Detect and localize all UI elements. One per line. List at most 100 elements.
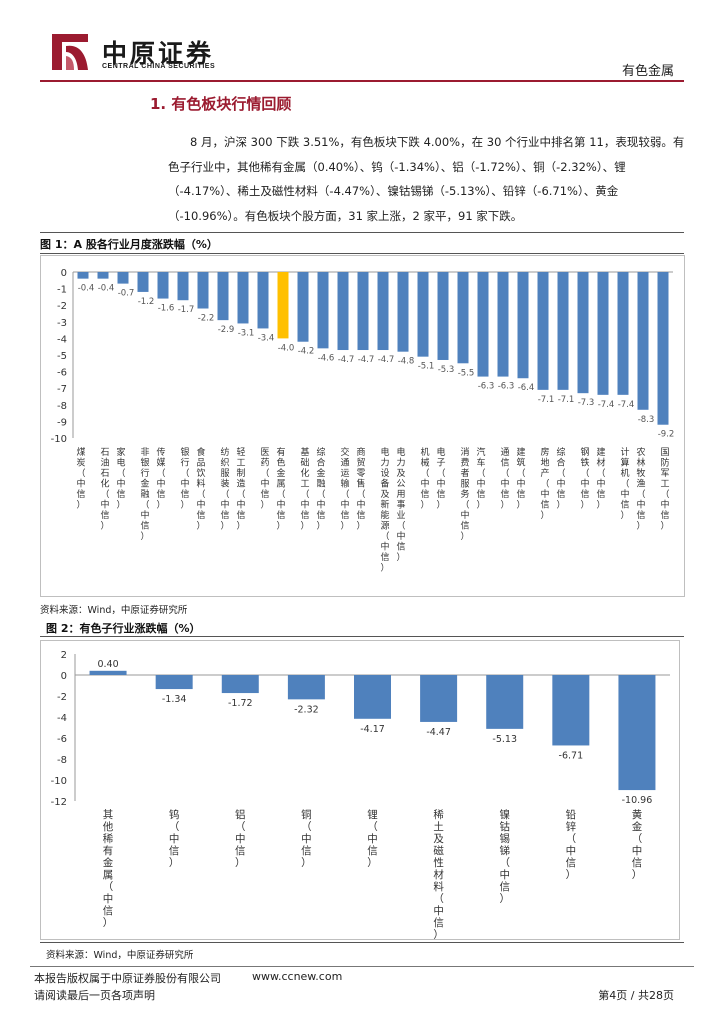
svg-text:中: 中 xyxy=(380,541,389,553)
figure2-source: 资料来源：Wind，中原证券研究所 xyxy=(46,950,194,961)
svg-text:）: ） xyxy=(516,500,525,511)
svg-text:行: 行 xyxy=(180,457,189,469)
svg-text:中: 中 xyxy=(540,488,549,500)
svg-text:电: 电 xyxy=(436,446,445,458)
svg-text:中: 中 xyxy=(103,892,114,905)
svg-text:合: 合 xyxy=(316,457,325,469)
chart2-ytick-label: -2 xyxy=(57,692,67,703)
svg-text:（: （ xyxy=(420,468,429,479)
chart2-data-label: 0.40 xyxy=(97,659,118,670)
chart1-bar xyxy=(457,272,469,364)
svg-text:铜: 铜 xyxy=(301,809,312,821)
svg-text:中: 中 xyxy=(500,478,509,490)
svg-text:锡: 锡 xyxy=(499,832,510,845)
svg-text:中: 中 xyxy=(235,832,246,845)
chart1-bar xyxy=(537,272,549,390)
figure2-title-rule xyxy=(40,636,684,637)
paragraph-text: 8 月，沪深 300 下跌 3.51%，有色板块下跌 4.00%，在 30 个行… xyxy=(168,135,685,223)
svg-text:）: ） xyxy=(396,552,405,563)
chart2-data-label: -2.32 xyxy=(294,704,319,715)
svg-text:）: ） xyxy=(636,521,645,532)
chart1-data-label: -7.4 xyxy=(618,400,635,410)
svg-text:信: 信 xyxy=(260,488,269,500)
svg-text:中: 中 xyxy=(367,832,378,845)
chart2-data-label: -1.34 xyxy=(162,694,187,705)
svg-text:中: 中 xyxy=(140,509,149,521)
svg-text:）: ） xyxy=(540,510,549,521)
section-paragraph: 8 月，沪深 300 下跌 3.51%，有色板块下跌 4.00%，在 30 个行… xyxy=(168,130,688,228)
chart1-ytick-label: 0 xyxy=(61,268,67,279)
svg-text:输: 输 xyxy=(340,478,349,490)
svg-text:中: 中 xyxy=(100,499,109,511)
svg-text:信: 信 xyxy=(380,551,389,563)
svg-text:础: 础 xyxy=(300,457,309,469)
svg-text:设: 设 xyxy=(380,468,389,479)
chart1-category-label: 煤炭（中信） xyxy=(76,446,85,511)
svg-text:零: 零 xyxy=(356,468,365,479)
svg-text:中: 中 xyxy=(260,478,269,490)
chart1-bar xyxy=(597,272,609,395)
svg-text:媒: 媒 xyxy=(156,458,165,469)
svg-text:贸: 贸 xyxy=(356,457,365,469)
svg-text:钢: 钢 xyxy=(580,446,589,458)
svg-text:信: 信 xyxy=(433,917,444,929)
svg-text:（: （ xyxy=(220,489,229,500)
svg-text:机: 机 xyxy=(420,446,429,458)
svg-text:）: ） xyxy=(140,531,149,542)
chart2-category-label: 黄金（中信） xyxy=(632,808,643,881)
chart1-ytick-label: -4 xyxy=(57,334,67,345)
svg-text:（: （ xyxy=(433,893,444,905)
svg-text:（: （ xyxy=(596,468,605,479)
svg-text:镍: 镍 xyxy=(499,808,510,821)
svg-text:装: 装 xyxy=(220,478,229,490)
svg-text:消: 消 xyxy=(460,446,469,458)
footer-url-link[interactable]: www.ccnew.com xyxy=(252,970,343,983)
chart2-category-label: 铜（中信） xyxy=(301,809,312,869)
report-title: 有色金属 xyxy=(621,64,674,79)
footer-page-number: 第4页 / 共28页 xyxy=(598,989,674,1002)
svg-text:）: ） xyxy=(103,917,114,929)
svg-text:铁: 铁 xyxy=(580,457,589,469)
svg-text:信: 信 xyxy=(356,509,365,521)
svg-text:非: 非 xyxy=(140,446,149,458)
svg-text:交: 交 xyxy=(340,446,349,458)
svg-text:）: ） xyxy=(356,521,365,532)
svg-text:石: 石 xyxy=(100,469,109,479)
svg-text:化: 化 xyxy=(100,478,109,490)
svg-text:（: （ xyxy=(556,468,565,479)
svg-text:（: （ xyxy=(356,489,365,500)
svg-text:）: ） xyxy=(100,521,109,532)
svg-text:通: 通 xyxy=(500,447,509,458)
chart1-category-label: 通信（中信） xyxy=(500,447,509,511)
chart1-bar xyxy=(357,272,369,351)
svg-text:（: （ xyxy=(140,500,149,511)
svg-text:锑: 锑 xyxy=(499,844,510,857)
chart2-category-label: 铅锌（中信） xyxy=(566,808,577,881)
svg-text:子: 子 xyxy=(436,458,445,469)
svg-text:信: 信 xyxy=(476,488,485,500)
svg-text:中: 中 xyxy=(476,478,485,490)
svg-text:中: 中 xyxy=(660,499,669,511)
chart1-data-label: -0.4 xyxy=(98,284,115,294)
chart1-bar xyxy=(617,272,629,395)
svg-text:中: 中 xyxy=(116,478,125,490)
svg-text:信: 信 xyxy=(235,845,246,857)
svg-text:）: ） xyxy=(169,857,180,869)
svg-text:（: （ xyxy=(196,489,205,500)
svg-text:信: 信 xyxy=(460,520,469,532)
svg-text:轻: 轻 xyxy=(236,446,245,458)
chart1-data-label: -0.7 xyxy=(118,289,135,299)
svg-text:）: ） xyxy=(476,500,485,511)
svg-text:炭: 炭 xyxy=(76,458,85,469)
svg-text:药: 药 xyxy=(260,458,269,469)
footer-divider xyxy=(30,966,694,967)
chart2-frame xyxy=(40,640,680,940)
svg-text:费: 费 xyxy=(460,457,469,469)
svg-text:中: 中 xyxy=(316,499,325,511)
svg-text:属: 属 xyxy=(103,869,114,881)
svg-text:信: 信 xyxy=(500,488,509,500)
svg-text:计: 计 xyxy=(620,446,629,458)
chart2-bar xyxy=(486,675,524,729)
svg-text:稀: 稀 xyxy=(103,832,114,845)
